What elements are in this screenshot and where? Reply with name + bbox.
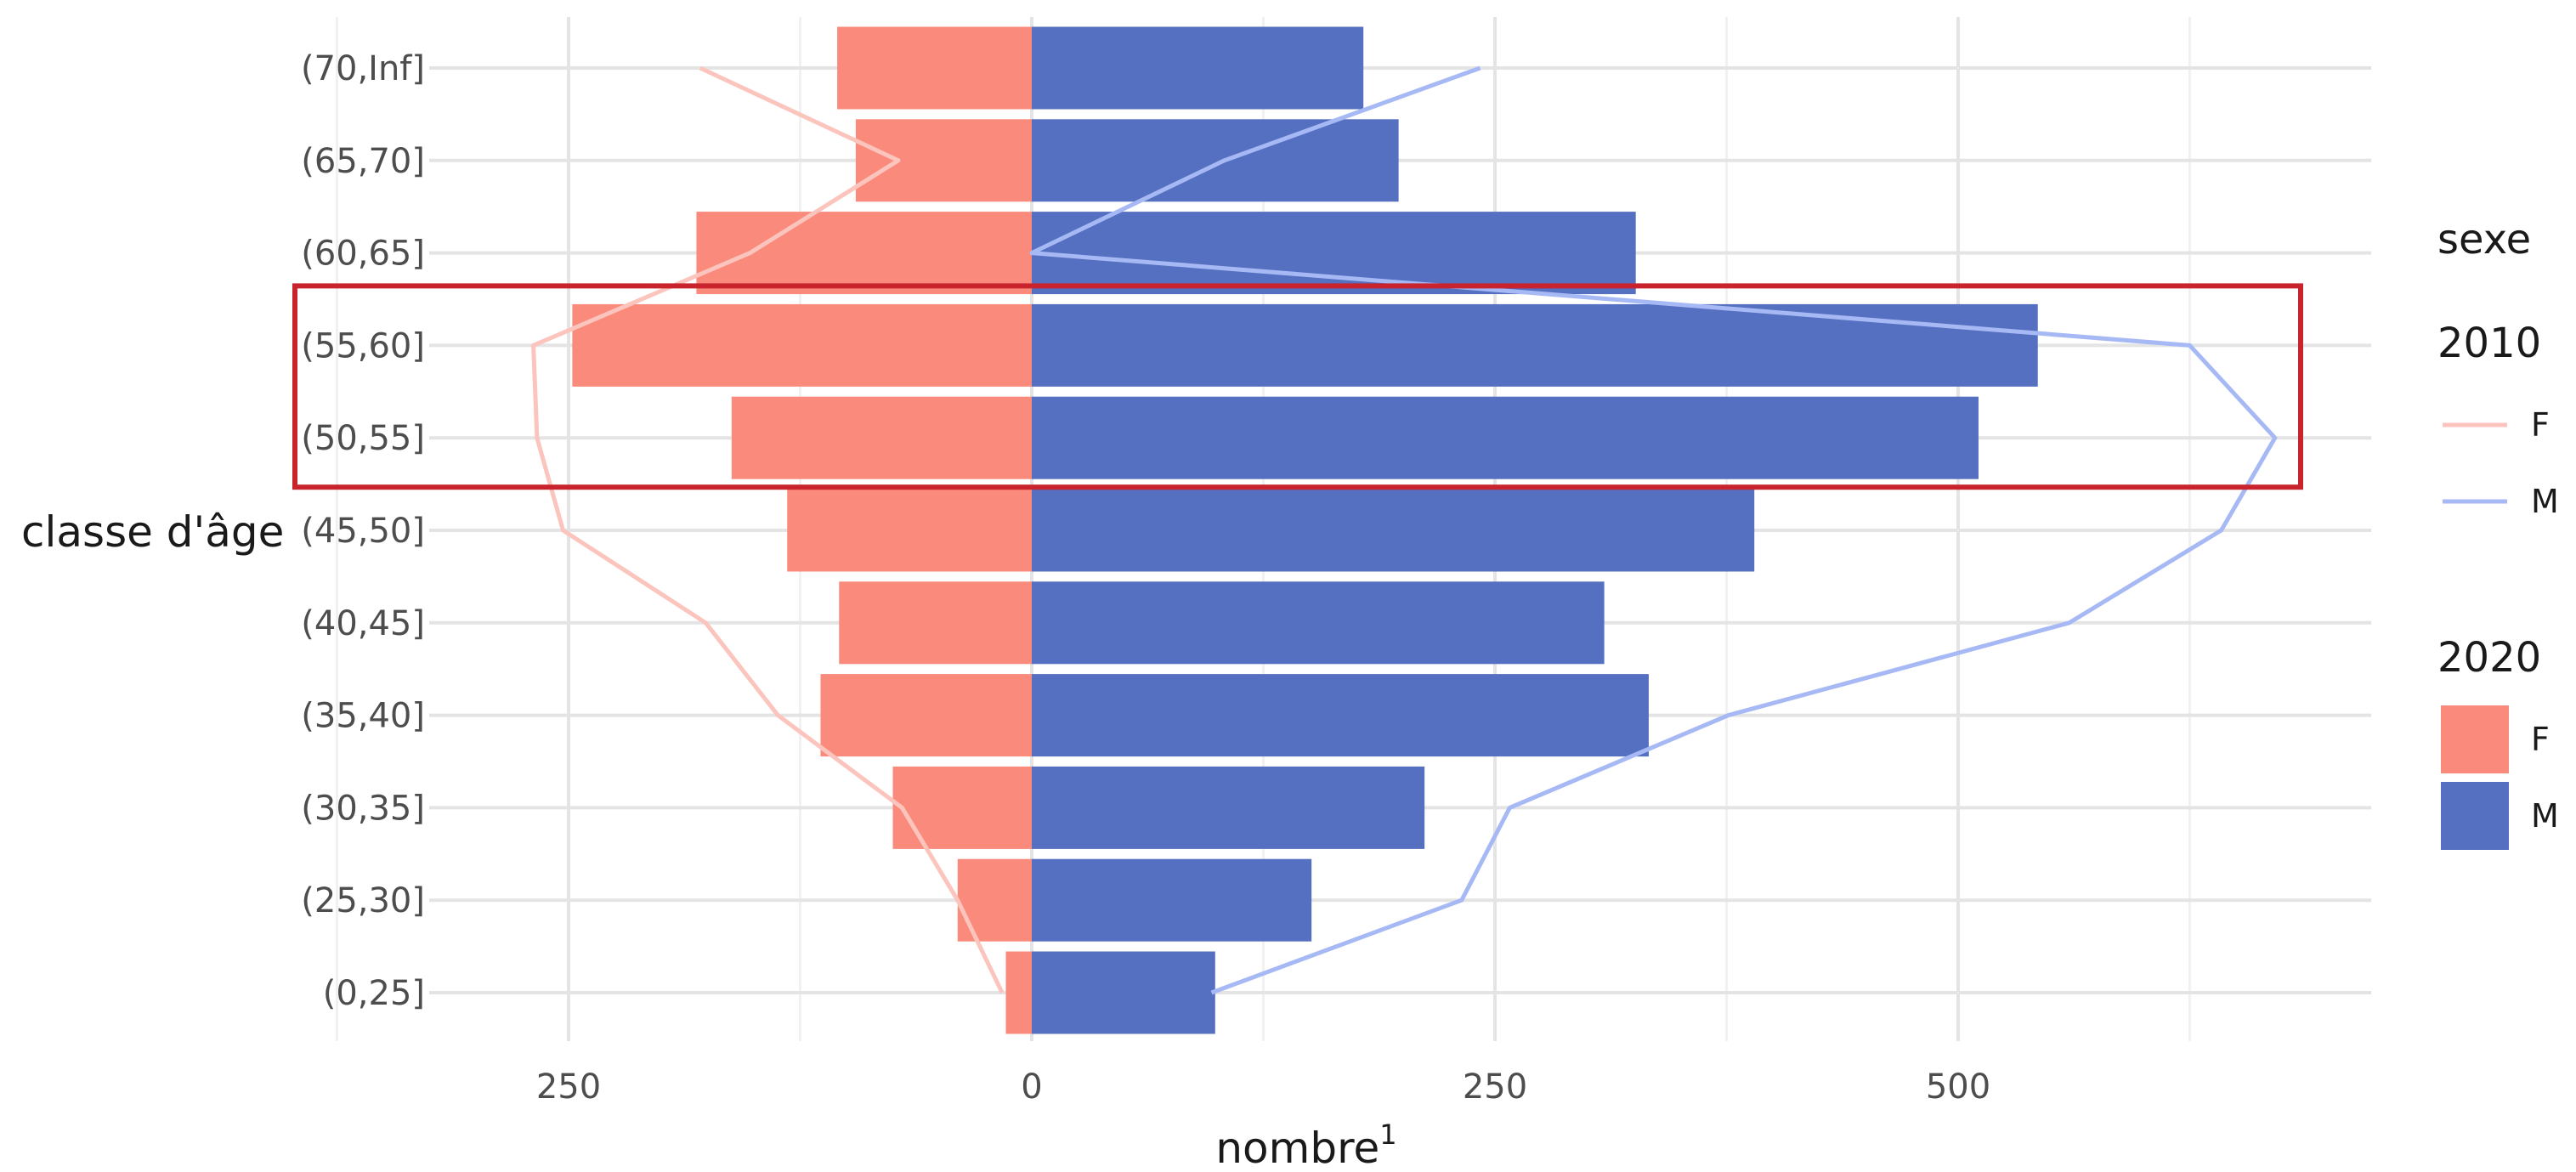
bar-2020-M-0 <box>1032 951 1215 1034</box>
legend-title: sexe <box>2437 216 2531 263</box>
y-tick-label: (65,70] <box>301 142 425 181</box>
bar-2020-F-3 <box>820 674 1032 757</box>
x-axis-title-main: nombre <box>1215 1124 1379 1172</box>
legend-group-title: 2020 <box>2437 634 2541 682</box>
bar-2020-F-5 <box>787 489 1032 572</box>
bar-2020-F-1 <box>957 858 1032 942</box>
bar-2020-F-10 <box>837 26 1032 110</box>
legend: sexe 2010 F M 2020 F M <box>2437 216 2559 850</box>
y-tick-label: (70,Inf] <box>301 49 425 88</box>
y-axis-title: classe d'âge <box>21 507 284 557</box>
bar-2020-F-7 <box>572 303 1032 387</box>
legend-label-M: M <box>2531 483 2559 520</box>
y-tick-label: (60,65] <box>301 235 425 274</box>
bar-2020-M-3 <box>1032 674 1649 757</box>
legend-label-M: M <box>2531 797 2559 835</box>
bar-2020-M-1 <box>1032 858 1312 942</box>
x-axis-title: nombre1 <box>1215 1118 1396 1172</box>
y-tick-label: (55,60] <box>301 326 425 365</box>
legend-group-title: 2010 <box>2437 320 2541 367</box>
legend-key-box-M <box>2441 782 2509 850</box>
y-tick-label: (45,50] <box>301 512 425 551</box>
y-tick-label: (40,45] <box>301 604 425 643</box>
x-axis-title-superscript: 1 <box>1379 1118 1396 1151</box>
x-tick-label: 0 <box>1021 1067 1042 1107</box>
legend-label-F: F <box>2531 406 2550 444</box>
highlight-rectangle <box>292 283 2303 490</box>
bar-2020-F-4 <box>839 581 1032 665</box>
x-tick-label: 250 <box>536 1067 601 1107</box>
x-tick-label: 250 <box>1463 1067 1527 1107</box>
bar-2020-M-8 <box>1032 212 1636 295</box>
bar-2020-F-2 <box>892 766 1032 849</box>
bar-2020-M-5 <box>1032 489 1755 572</box>
bar-2020-M-7 <box>1032 303 2038 387</box>
lines-2010 <box>531 65 2278 995</box>
y-tick-label: (25,30] <box>301 881 425 920</box>
highlight-box <box>292 283 2303 490</box>
y-tick-label: (0,25] <box>323 974 425 1013</box>
bar-2020-M-4 <box>1032 581 1605 665</box>
y-tick-label: (50,55] <box>301 419 425 458</box>
bars <box>572 26 2038 1034</box>
bar-2020-M-9 <box>1032 119 1399 202</box>
x-tick-label: 500 <box>1926 1067 1990 1107</box>
bar-2020-M-2 <box>1032 766 1425 849</box>
x-axis-ticks: 250 0 250 500 <box>536 1067 1990 1107</box>
bar-2020-M-10 <box>1032 26 1364 110</box>
y-tick-label: (35,40] <box>301 697 425 736</box>
bar-2020-F-6 <box>731 396 1032 479</box>
bar-2020-M-6 <box>1032 396 1979 479</box>
y-axis-ticks: (0,25] (25,30] (30,35] (35,40] (40,45] (45,50… <box>301 49 425 1013</box>
bar-2020-F-0 <box>1005 951 1032 1034</box>
legend-key-box-F <box>2441 705 2509 773</box>
legend-label-F: F <box>2531 721 2550 758</box>
y-tick-label: (30,35] <box>301 789 425 828</box>
bar-2020-F-9 <box>855 119 1032 202</box>
